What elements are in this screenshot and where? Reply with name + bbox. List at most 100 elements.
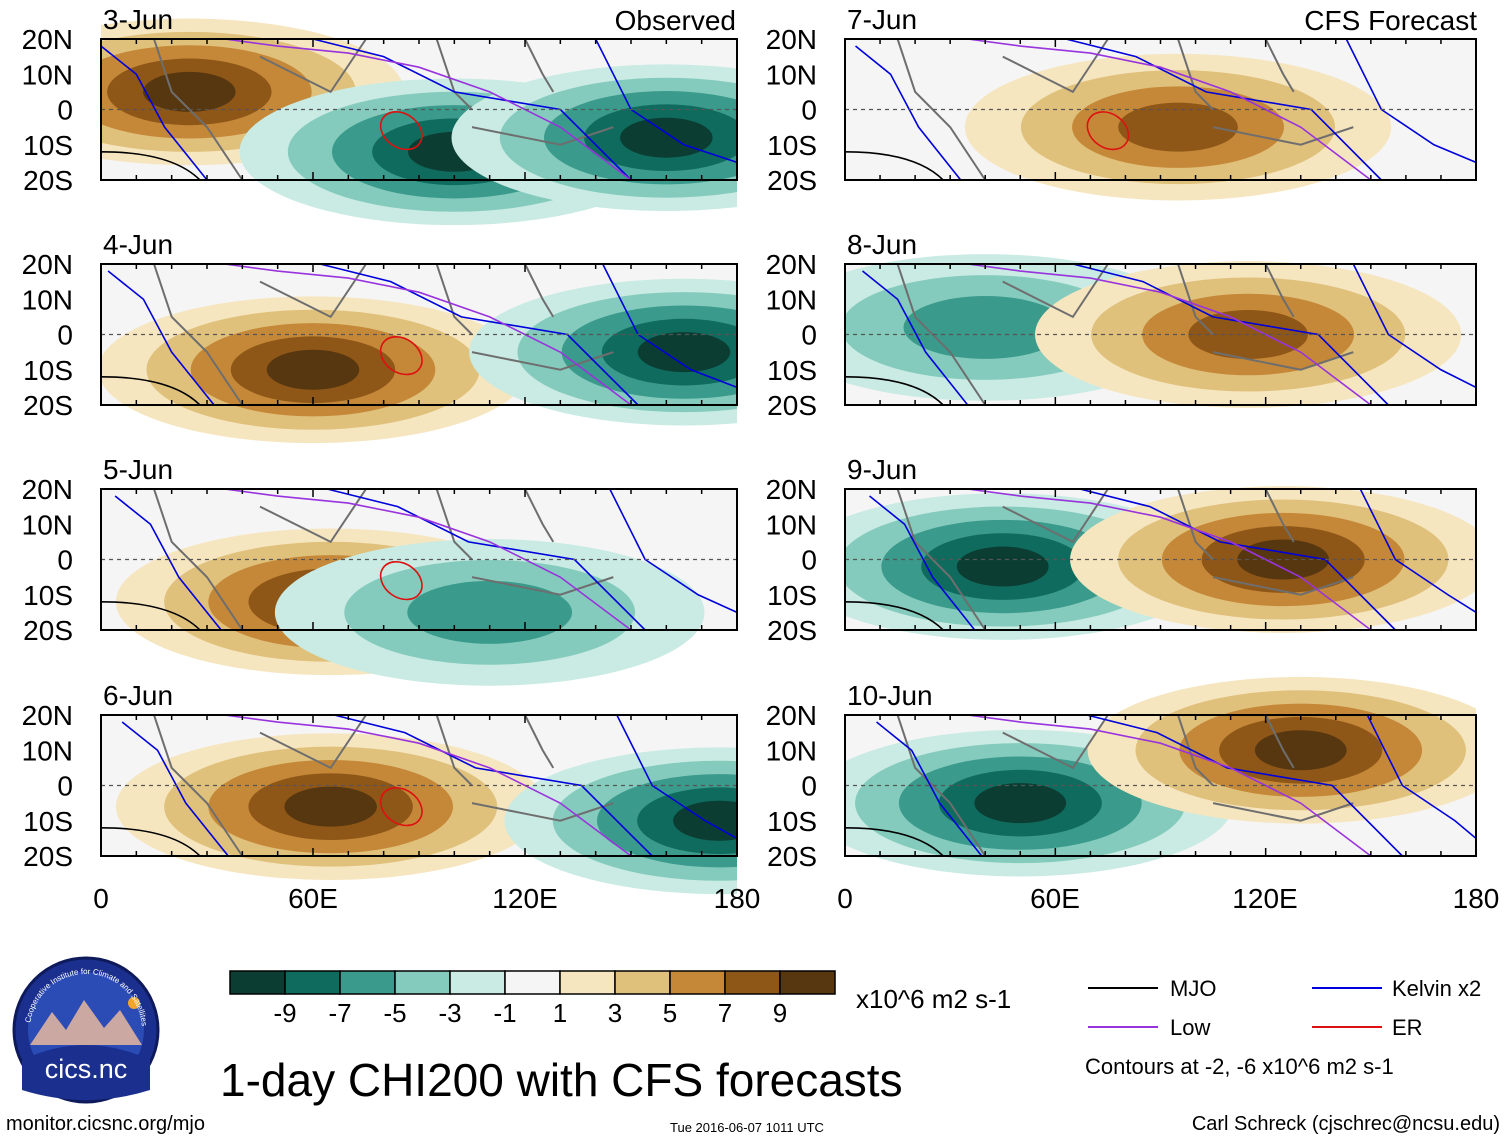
- lat-tick-label: 20N: [22, 474, 73, 505]
- lat-tick-label: 20S: [767, 390, 817, 421]
- anomaly-shading: [903, 296, 1067, 359]
- lon-tick-label: 60E: [1030, 883, 1080, 914]
- anomaly-shading: [143, 71, 236, 112]
- colorbar-units: x10^6 m2 s-1: [856, 984, 1011, 1014]
- coastline: [1212, 351, 1354, 371]
- footer-timestamp: Tue 2016-06-07 1011 UTC: [670, 1120, 824, 1135]
- lon-tick-label: 0: [837, 883, 853, 914]
- kelvin-contour: [101, 45, 208, 181]
- kelvin-contour: [1352, 263, 1476, 389]
- coastline: [259, 38, 367, 94]
- lat-tick-label: 20N: [766, 24, 817, 55]
- colorbar-tick-label: -3: [438, 998, 461, 1028]
- lat-tick-label: 0: [801, 95, 817, 126]
- coastline: [259, 263, 367, 319]
- lat-tick-label: 0: [801, 545, 817, 576]
- colorbar-swatch: [339, 970, 396, 995]
- mjo-contour: [101, 827, 201, 857]
- kelvin-contour: [855, 45, 962, 181]
- coastline: [896, 38, 987, 181]
- anomaly-shading: [956, 546, 1049, 587]
- lat-tick-label: 10S: [767, 580, 817, 611]
- lat-tick-label: 20S: [23, 841, 73, 872]
- cicsnc-logo: cics.nc Cooperative Institute for Climat…: [12, 956, 160, 1104]
- kelvin-contour: [1366, 714, 1476, 839]
- low-contour: [224, 38, 632, 181]
- lon-tick-label: 180: [714, 883, 761, 914]
- coastline: [1264, 488, 1295, 543]
- er-contour: [379, 336, 423, 376]
- map-panel: [845, 486, 1476, 640]
- coastline: [524, 263, 555, 318]
- coastline: [435, 714, 473, 787]
- colorbar-swatch: [394, 970, 451, 995]
- lon-tick-label: 180: [1453, 883, 1500, 914]
- mjo-contour: [845, 827, 944, 857]
- lat-tick-label: 10S: [23, 130, 73, 161]
- kelvin-contour: [121, 721, 229, 857]
- coastline: [1002, 488, 1109, 544]
- map-panel: [845, 38, 1476, 201]
- kelvin-contour: [862, 270, 969, 406]
- colorbar-swatch: [504, 970, 561, 995]
- lat-tick-label: 20N: [22, 249, 73, 280]
- coastline: [1177, 488, 1214, 561]
- mjo-contour: [845, 601, 944, 631]
- footer-credit: Carl Schreck (cjschrec@ncsu.edu): [1192, 1113, 1500, 1135]
- panel-date-label: 6-Jun: [103, 680, 173, 711]
- anomaly-shading: [1237, 539, 1330, 580]
- lat-tick-label: 20S: [23, 165, 73, 196]
- legend-label-er: ER: [1392, 1015, 1423, 1040]
- low-contour: [967, 488, 1372, 631]
- colorbar-tick-label: -9: [273, 998, 296, 1028]
- lon-tick-label: 120E: [492, 883, 557, 914]
- lon-tick-label: 0: [93, 883, 109, 914]
- kelvin-contour: [609, 488, 737, 614]
- kelvin-contour: [326, 488, 646, 631]
- coastline: [471, 351, 614, 371]
- anomaly-shading: [673, 800, 737, 841]
- lon-axis-right: 0 60E 120E 180: [837, 883, 1499, 914]
- lat-tick-label: 10N: [766, 735, 817, 766]
- colorbar-tick-label: -1: [493, 998, 516, 1028]
- kelvin-contour: [869, 495, 976, 631]
- lat-tick-label: 0: [801, 320, 817, 351]
- colorbar-swatch: [449, 970, 506, 995]
- lat-tick-label: 20S: [767, 615, 817, 646]
- coastline: [471, 576, 614, 596]
- coastline: [1177, 263, 1214, 336]
- kelvin-contour: [334, 714, 653, 857]
- mjo-contour: [845, 376, 944, 406]
- legend-label-low: Low: [1170, 1015, 1210, 1040]
- forecast-header: CFS Forecast: [1304, 5, 1477, 36]
- mjo-contour: [101, 376, 201, 406]
- kelvin-contour: [1086, 714, 1403, 857]
- contour-note: Contours at -2, -6 x10^6 m2 s-1: [1085, 1054, 1394, 1079]
- footer-url[interactable]: monitor.cicsnc.org/mjo: [6, 1113, 205, 1135]
- lat-tick-label: 10N: [766, 509, 817, 540]
- kelvin-contour: [319, 263, 639, 406]
- lat-tick-label: 10N: [22, 509, 73, 540]
- coastline: [896, 488, 987, 631]
- coastline: [1212, 126, 1354, 146]
- panel-date-label: 10-Jun: [847, 680, 933, 711]
- low-contour: [967, 714, 1372, 857]
- coastline: [896, 714, 987, 857]
- anomaly-shading: [974, 783, 1067, 824]
- anomaly-shading: [407, 580, 573, 644]
- kelvin-contour: [114, 495, 222, 631]
- colorbar-swatch: [614, 970, 671, 995]
- colorbar-swatch: [779, 970, 836, 995]
- anomaly-shading: [284, 786, 377, 827]
- lat-tick-label: 10S: [23, 806, 73, 837]
- panel-date-label: 4-Jun: [103, 229, 173, 260]
- lat-tick-label: 20S: [23, 615, 73, 646]
- coastline: [1264, 263, 1295, 318]
- coastline: [435, 263, 473, 336]
- coastline: [1264, 38, 1295, 93]
- lat-tick-label: 10S: [767, 806, 817, 837]
- colorbar-tick-label: 5: [663, 998, 677, 1028]
- map-panel: [845, 254, 1476, 408]
- lat-tick-label: 0: [57, 771, 73, 802]
